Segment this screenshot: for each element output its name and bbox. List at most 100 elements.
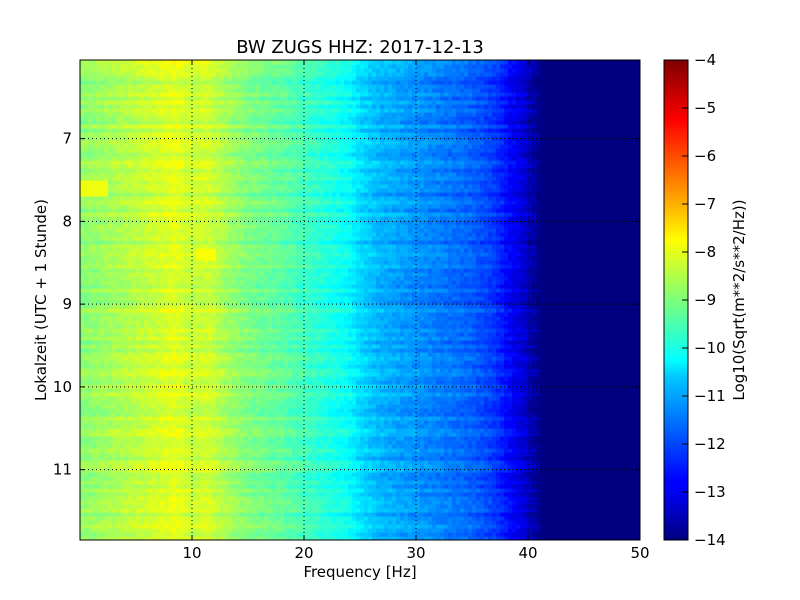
heatmap-cell (212, 408, 217, 413)
heatmap-cell (516, 432, 521, 437)
heatmap-cell (560, 400, 565, 405)
heatmap-cell (560, 512, 565, 517)
heatmap-cell (276, 420, 281, 425)
heatmap-cell (508, 472, 513, 477)
heatmap-cell (352, 472, 357, 477)
heatmap-cell (308, 480, 313, 485)
heatmap-cell (616, 512, 621, 517)
heatmap-cell (120, 396, 125, 401)
heatmap-cell (304, 416, 309, 421)
heatmap-cell (396, 412, 401, 417)
heatmap-cell (596, 480, 601, 485)
heatmap-cell (248, 496, 253, 501)
heatmap-cell (524, 488, 529, 493)
heatmap-cell (140, 492, 145, 497)
heatmap-cell (624, 412, 629, 417)
heatmap-cell (376, 412, 381, 417)
heatmap-cell (588, 412, 593, 417)
heatmap-cell (628, 528, 633, 533)
heatmap-cell (324, 464, 329, 469)
heatmap-cell (124, 424, 129, 429)
heatmap-cell (468, 412, 473, 417)
heatmap-cell (444, 492, 449, 497)
heatmap-cell (128, 448, 133, 453)
heatmap-cell (260, 532, 265, 537)
heatmap-cell (208, 468, 213, 473)
heatmap-cell (632, 400, 637, 405)
heatmap-cell (160, 492, 165, 497)
heatmap-cell (512, 444, 517, 449)
heatmap-cell (556, 404, 561, 409)
heatmap-cell (584, 528, 589, 533)
heatmap-cell (540, 524, 545, 529)
heatmap-cell (108, 496, 113, 501)
heatmap-cell (136, 504, 141, 509)
heatmap-cell (496, 472, 501, 477)
heatmap-cell (336, 488, 341, 493)
heatmap-cell (272, 484, 277, 489)
heatmap-cell (136, 528, 141, 533)
heatmap-cell (128, 452, 133, 457)
heatmap-cell (368, 520, 373, 525)
heatmap-cell (628, 472, 633, 477)
heatmap-cell (328, 408, 333, 413)
heatmap-cell (624, 492, 629, 497)
heatmap-cell (560, 404, 565, 409)
heatmap-cell (616, 484, 621, 489)
heatmap-cell (356, 408, 361, 413)
heatmap-cell (576, 412, 581, 417)
heatmap-cell (492, 428, 497, 433)
heatmap-cell (192, 452, 197, 457)
heatmap-cell (220, 520, 225, 525)
heatmap-cell (156, 408, 161, 413)
heatmap-cell (600, 520, 605, 525)
heatmap-cell (112, 412, 117, 417)
heatmap-cell (204, 532, 209, 537)
heatmap-cell (376, 524, 381, 529)
heatmap-cell (108, 476, 113, 481)
heatmap-cell (104, 472, 109, 477)
heatmap-cell (288, 516, 293, 521)
heatmap-cell (512, 484, 517, 489)
heatmap-cell (196, 448, 201, 453)
heatmap-cell (248, 440, 253, 445)
heatmap-cell (368, 504, 373, 509)
heatmap-cell (488, 400, 493, 405)
heatmap-cell (420, 508, 425, 513)
heatmap-cell (564, 536, 569, 540)
heatmap-cell (424, 488, 429, 493)
heatmap-cell (464, 416, 469, 421)
heatmap-cell (516, 420, 521, 425)
heatmap-cell (528, 476, 533, 481)
heatmap-cell (148, 468, 153, 473)
heatmap-cell (460, 440, 465, 445)
heatmap-cell (116, 512, 121, 517)
heatmap-cell (332, 524, 337, 529)
heatmap-cell (276, 468, 281, 473)
heatmap-cell (584, 456, 589, 461)
heatmap-cell (212, 488, 217, 493)
heatmap-cell (120, 472, 125, 477)
heatmap-cell (360, 508, 365, 513)
heatmap-cell (252, 432, 257, 437)
heatmap-cell (548, 420, 553, 425)
heatmap-cell (212, 468, 217, 473)
heatmap-cell (424, 448, 429, 453)
heatmap-cell (472, 488, 477, 493)
heatmap-cell (396, 484, 401, 489)
heatmap-cell (200, 444, 205, 449)
heatmap-cell (348, 532, 353, 537)
heatmap-cell (384, 460, 389, 465)
heatmap-cell (324, 404, 329, 409)
heatmap-cell (576, 460, 581, 465)
heatmap-cell (348, 432, 353, 437)
heatmap-cell (208, 532, 213, 537)
heatmap-cell (484, 452, 489, 457)
heatmap-cell (488, 480, 493, 485)
heatmap-cell (232, 532, 237, 537)
heatmap-cell (528, 536, 533, 540)
heatmap-cell (136, 496, 141, 501)
heatmap-cell (588, 508, 593, 513)
heatmap-cell (404, 480, 409, 485)
heatmap-cell (288, 512, 293, 517)
